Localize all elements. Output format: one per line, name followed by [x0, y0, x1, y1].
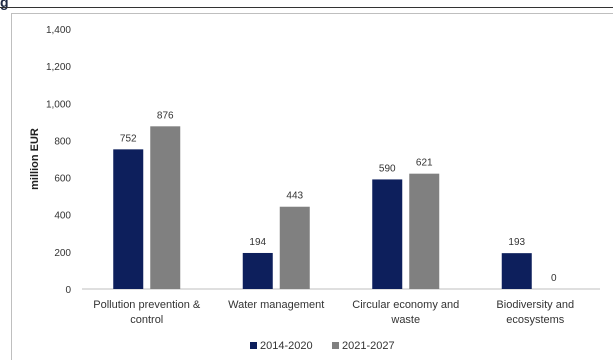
- legend-swatch: [332, 342, 339, 349]
- y-tick-label: 800: [54, 136, 71, 147]
- y-tick-label: 200: [54, 248, 71, 259]
- chart-frame: [11, 13, 613, 360]
- x-category-label: Circular economy and: [352, 299, 459, 311]
- data-label: 193: [508, 237, 525, 248]
- bar-2014-2020: [372, 179, 403, 289]
- y-tick-label: 600: [54, 174, 71, 185]
- y-tick-label: 400: [54, 211, 71, 222]
- x-category-label: Water management: [228, 299, 324, 311]
- bar-2021-2027: [409, 173, 440, 289]
- y-tick-label: 1,000: [46, 99, 71, 110]
- legend-label: 2021-2027: [342, 340, 395, 352]
- x-category-label: control: [130, 314, 163, 326]
- data-label: 752: [120, 133, 137, 144]
- y-axis-title: million EUR: [29, 128, 41, 190]
- bar-2021-2027: [279, 206, 310, 289]
- data-label: 590: [379, 163, 396, 174]
- top-divider: [0, 7, 613, 8]
- y-tick-label: 1,400: [46, 25, 71, 36]
- bar-2014-2020: [242, 252, 273, 289]
- y-tick-label: 1,200: [46, 62, 71, 73]
- data-label: 443: [286, 191, 303, 202]
- clipped-heading-fragment: g: [0, 0, 9, 10]
- bar-2014-2020: [113, 149, 144, 289]
- data-label: 621: [416, 158, 433, 169]
- x-category-label: waste: [390, 314, 420, 326]
- data-label: 0: [551, 273, 557, 284]
- data-label: 194: [249, 237, 266, 248]
- legend-label: 2014-2020: [260, 340, 313, 352]
- x-category-label: Biodiversity and: [496, 299, 574, 311]
- bar-2014-2020: [501, 253, 532, 289]
- x-category-label: ecosystems: [506, 314, 565, 326]
- bar-2021-2027: [150, 126, 181, 289]
- data-label: 876: [157, 110, 174, 121]
- legend-swatch: [250, 342, 257, 349]
- x-category-label: Pollution prevention &: [93, 299, 201, 311]
- y-tick-label: 0: [65, 285, 71, 296]
